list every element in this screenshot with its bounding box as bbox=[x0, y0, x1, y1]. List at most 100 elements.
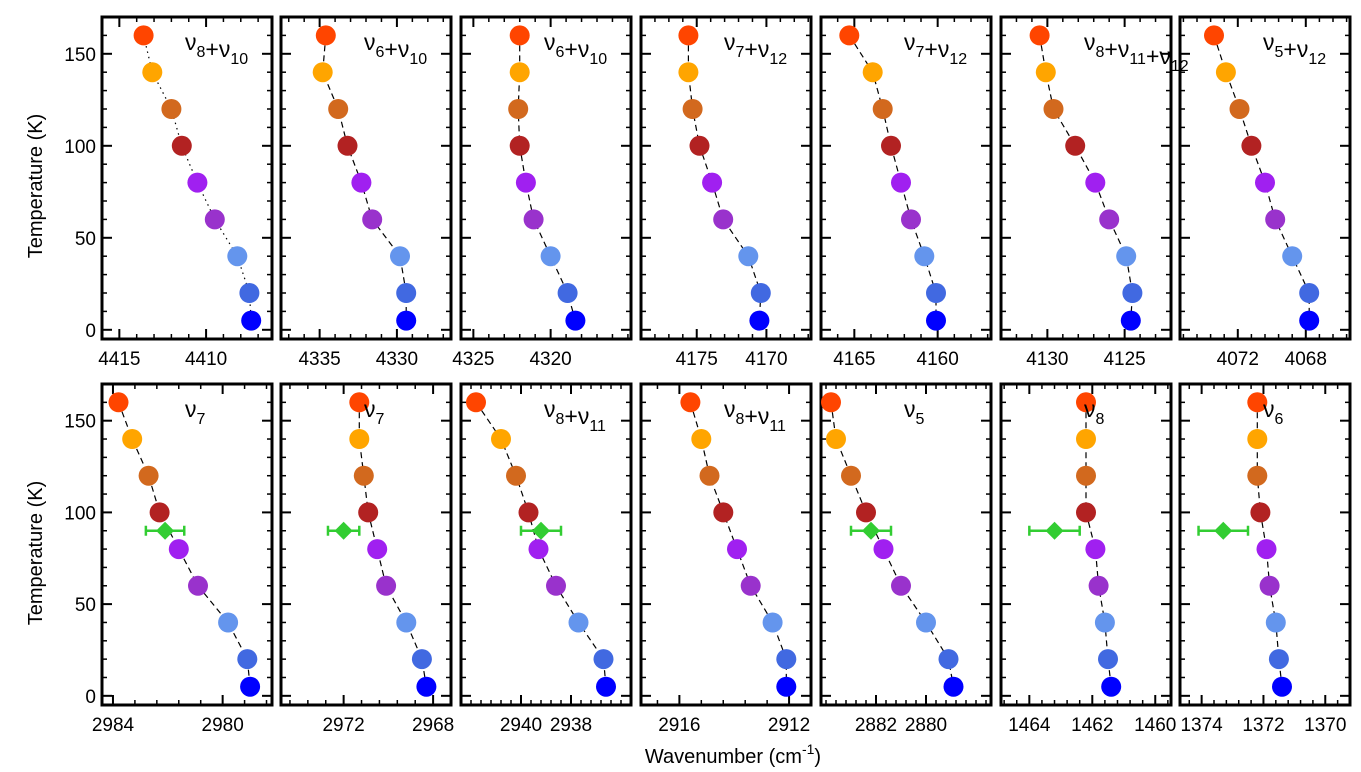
data-point bbox=[1265, 612, 1286, 633]
label-subscript: 7 bbox=[916, 44, 925, 61]
label-symbol: ν bbox=[185, 396, 197, 422]
x-tick-label: 2984 bbox=[92, 715, 135, 736]
data-point bbox=[1247, 429, 1268, 449]
label-subscript: 8 bbox=[197, 44, 206, 61]
data-point bbox=[328, 99, 349, 119]
data-point bbox=[1098, 649, 1118, 670]
data-point bbox=[411, 649, 432, 670]
x-tick-label: 1374 bbox=[1180, 715, 1223, 736]
data-point bbox=[353, 465, 374, 486]
x-tick-label: 2968 bbox=[412, 715, 454, 736]
panel-12: 2882 2880 ν5 bbox=[819, 382, 993, 736]
panel-label: ν8+ν11 bbox=[544, 396, 606, 435]
panel-label: ν7 bbox=[364, 396, 385, 428]
x-tick-label: 4175 bbox=[676, 349, 718, 370]
panel-9: 2972 2968 ν7 bbox=[279, 382, 454, 736]
label-symbol: +ν bbox=[564, 403, 589, 429]
data-point bbox=[713, 502, 734, 523]
data-point bbox=[204, 209, 225, 230]
panel-frame bbox=[819, 15, 993, 341]
data-point bbox=[839, 25, 860, 46]
label-symbol: ν bbox=[724, 29, 736, 55]
data-point bbox=[702, 172, 723, 193]
label-subscript: 7 bbox=[736, 44, 745, 61]
data-point bbox=[738, 246, 759, 267]
data-point bbox=[1247, 392, 1268, 413]
data-point bbox=[1255, 172, 1275, 193]
x-tick-label: 4072 bbox=[1217, 349, 1259, 370]
data-point bbox=[138, 465, 159, 486]
label-subscript: 12 bbox=[769, 51, 787, 68]
label-symbol: ν bbox=[1263, 396, 1275, 422]
panel-8: 0 50 100 150 2984 2980 ν7 bbox=[64, 382, 274, 736]
panel-10: 2940 2938 ν8+ν11 bbox=[459, 382, 633, 736]
data-point bbox=[349, 392, 370, 413]
data-point bbox=[565, 310, 586, 331]
x-tick-label: 4415 bbox=[98, 349, 140, 370]
data-point bbox=[916, 612, 936, 633]
label-subscript: 8 bbox=[1096, 411, 1105, 428]
panel-1: 0 50 100 150 4415 4410 ν8+ν10 bbox=[64, 15, 274, 370]
data-point bbox=[1215, 62, 1236, 83]
series-line bbox=[358, 402, 427, 687]
x-tick-label: 4320 bbox=[529, 349, 571, 370]
data-point bbox=[1076, 465, 1096, 486]
label-symbol: ν bbox=[544, 29, 556, 55]
label-symbol: +ν bbox=[564, 36, 589, 62]
x-tick-label: 2882 bbox=[855, 715, 897, 736]
panel-frame bbox=[639, 382, 813, 707]
data-point bbox=[367, 539, 388, 560]
label-symbol: ν bbox=[544, 396, 556, 422]
data-point bbox=[841, 465, 861, 486]
label-subscript: 5 bbox=[916, 411, 925, 428]
label-subscript: 8 bbox=[556, 411, 565, 428]
panel-frame bbox=[459, 15, 633, 341]
data-point bbox=[891, 172, 911, 193]
series-line bbox=[1256, 402, 1283, 687]
data-point bbox=[678, 62, 699, 83]
data-point bbox=[312, 62, 333, 83]
y-tick-label: 100 bbox=[64, 503, 96, 524]
data-point bbox=[891, 575, 911, 596]
label-symbol: +ν bbox=[924, 36, 949, 62]
data-point bbox=[523, 209, 544, 230]
data-point bbox=[699, 465, 720, 486]
data-point bbox=[1076, 429, 1096, 449]
data-point bbox=[1116, 246, 1137, 267]
data-point bbox=[1099, 209, 1120, 230]
data-point bbox=[1029, 25, 1050, 46]
data-point bbox=[740, 575, 761, 596]
data-point bbox=[750, 283, 771, 303]
series-line bbox=[517, 35, 576, 321]
panel-frame bbox=[279, 382, 453, 707]
exp-point bbox=[1214, 521, 1233, 540]
data-point bbox=[873, 539, 894, 560]
x-axis-title: Wavenumber (cm-1) bbox=[645, 741, 821, 768]
panel-label: ν8+ν11+ν12 bbox=[1084, 29, 1189, 75]
label-subscript: 6 bbox=[556, 44, 565, 61]
data-point bbox=[1065, 135, 1086, 156]
panel-5: 4165 4160 ν7+ν12 bbox=[819, 15, 993, 370]
data-point bbox=[239, 283, 260, 303]
x-tick-label: 2972 bbox=[322, 715, 364, 736]
data-point bbox=[1076, 502, 1096, 523]
label-subscript: 8 bbox=[736, 411, 745, 428]
panel-label: ν7+ν12 bbox=[904, 29, 967, 68]
data-point bbox=[1101, 676, 1122, 697]
x-tick-label: 2938 bbox=[550, 715, 592, 736]
data-point bbox=[142, 62, 163, 83]
panel-label: ν7+ν12 bbox=[724, 29, 787, 68]
data-point bbox=[1085, 172, 1106, 193]
data-point bbox=[188, 575, 208, 596]
label-subscript: 10 bbox=[589, 51, 607, 68]
x-tick-label: 2880 bbox=[905, 715, 947, 736]
label-subscript: 12 bbox=[949, 51, 967, 68]
data-point bbox=[1272, 676, 1292, 697]
data-point bbox=[349, 429, 370, 449]
x-tick-label: 4125 bbox=[1103, 349, 1145, 370]
data-point bbox=[515, 172, 536, 193]
data-point bbox=[776, 676, 797, 697]
label-symbol: +ν bbox=[384, 36, 409, 62]
x-tick-label: 4068 bbox=[1285, 349, 1327, 370]
